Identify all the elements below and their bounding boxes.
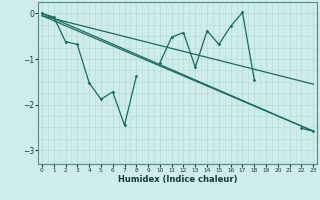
X-axis label: Humidex (Indice chaleur): Humidex (Indice chaleur) <box>118 175 237 184</box>
